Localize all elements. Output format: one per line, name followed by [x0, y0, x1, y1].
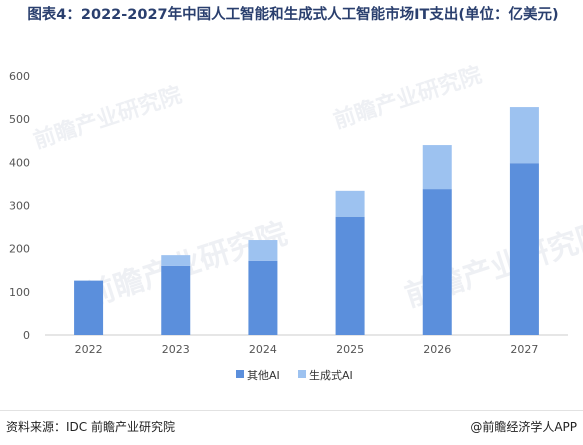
x-tick-label: 2022 [75, 343, 103, 356]
bars [74, 107, 539, 335]
y-tick-label: 500 [9, 113, 30, 126]
footer-divider [0, 410, 583, 411]
x-tick-label: 2024 [249, 343, 277, 356]
bar-other-ai [161, 265, 191, 335]
x-tick-label: 2027 [510, 343, 538, 356]
legend-label: 其他AI [247, 369, 280, 382]
legend-label: 生成式AI [309, 368, 353, 382]
bar-other-ai [248, 260, 278, 335]
y-tick-label: 400 [9, 156, 30, 169]
legend: 其他AI 生成式AI [236, 368, 353, 382]
y-axis: 0 100 200 300 400 500 600 [9, 70, 30, 342]
x-tick-label: 2026 [423, 343, 451, 356]
chart-title: 图表4：2022-2027年中国人工智能和生成式人工智能市场IT支出(单位：亿美… [27, 7, 559, 23]
bar-other-ai [509, 163, 539, 335]
legend-swatch-other-ai [236, 370, 244, 378]
y-tick-label: 600 [9, 70, 30, 83]
bar-gen-ai [335, 190, 365, 217]
y-tick-label: 0 [23, 329, 30, 342]
y-tick-label: 200 [9, 243, 30, 256]
x-tick-label: 2025 [336, 343, 364, 356]
bar-other-ai [74, 280, 104, 335]
brand-credit: @前瞻经济学人APP [470, 420, 577, 434]
bar-other-ai [335, 216, 365, 335]
y-tick-label: 300 [9, 200, 30, 213]
bar-gen-ai [509, 107, 539, 164]
bar-gen-ai [248, 240, 278, 261]
y-tick-label: 100 [9, 286, 30, 299]
bar-gen-ai [422, 145, 452, 190]
x-tick-label: 2023 [162, 343, 190, 356]
bar-other-ai [422, 189, 452, 335]
x-axis: 2022 2023 2024 2025 2026 2027 [45, 334, 568, 356]
bar-gen-ai [161, 255, 191, 266]
legend-swatch-gen-ai [298, 370, 306, 378]
source-note: 资料来源：IDC 前瞻产业研究院 [6, 420, 175, 434]
